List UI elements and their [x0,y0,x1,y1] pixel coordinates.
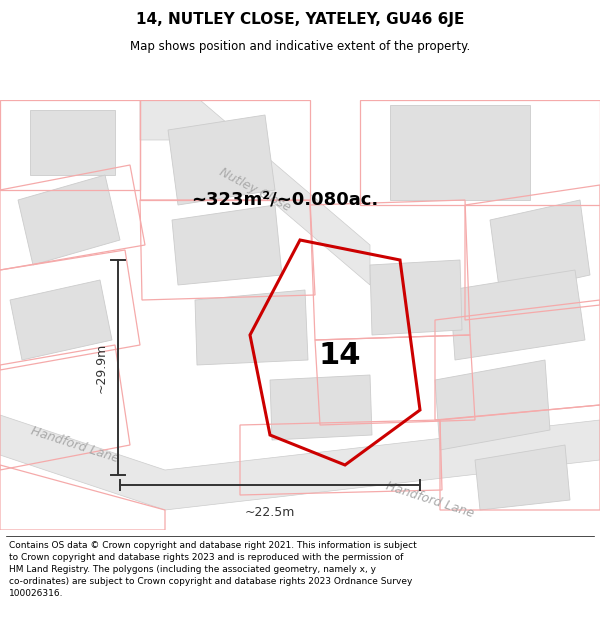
Polygon shape [10,280,112,360]
Polygon shape [195,290,308,365]
Polygon shape [435,360,550,450]
Polygon shape [390,105,530,200]
Polygon shape [270,375,372,440]
Polygon shape [18,175,120,265]
Polygon shape [172,205,282,285]
Polygon shape [490,200,590,295]
Text: Nutley Close: Nutley Close [217,166,293,214]
Polygon shape [30,110,115,175]
Text: Map shows position and indicative extent of the property.: Map shows position and indicative extent… [130,39,470,52]
Polygon shape [370,260,462,335]
Polygon shape [475,445,570,510]
Text: Handford Lane: Handford Lane [384,479,476,521]
Polygon shape [168,115,275,205]
Polygon shape [450,270,585,360]
Text: ~29.9m: ~29.9m [94,342,107,392]
Text: ~323m²/~0.080ac.: ~323m²/~0.080ac. [191,191,379,209]
Polygon shape [0,415,600,510]
Text: Contains OS data © Crown copyright and database right 2021. This information is : Contains OS data © Crown copyright and d… [9,541,417,598]
Text: 14: 14 [319,341,361,369]
Text: Handford Lane: Handford Lane [29,424,121,466]
Polygon shape [140,100,370,285]
Text: ~22.5m: ~22.5m [245,506,295,519]
Text: 14, NUTLEY CLOSE, YATELEY, GU46 6JE: 14, NUTLEY CLOSE, YATELEY, GU46 6JE [136,12,464,27]
